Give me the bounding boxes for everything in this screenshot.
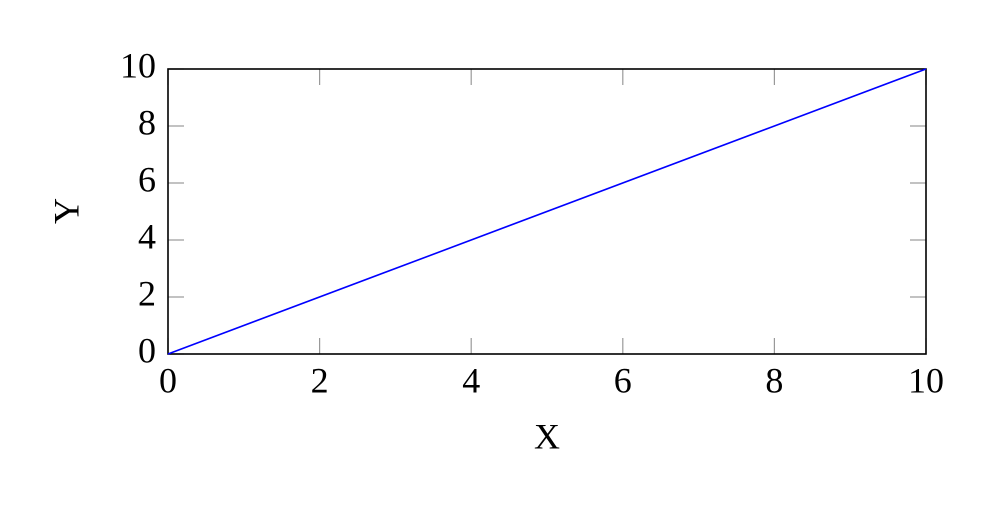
y-tick-label: 2	[138, 273, 156, 313]
x-axis-label: X	[534, 416, 560, 456]
plot-frame	[167, 68, 927, 355]
data-line	[167, 68, 927, 355]
y-tick-label: 8	[138, 102, 156, 142]
x-tick-label: 8	[765, 360, 783, 400]
x-tick-label: 2	[311, 360, 329, 400]
y-tick-label: 0	[138, 330, 156, 370]
x-tick-label: 4	[462, 360, 480, 400]
y-tick-label: 6	[138, 159, 156, 199]
y-tick-label: 4	[138, 216, 156, 256]
x-tick-label: 0	[159, 360, 177, 400]
x-tick-label: 10	[908, 360, 944, 400]
y-axis-label: Y	[46, 198, 86, 224]
y-tick-label: 10	[120, 45, 156, 85]
x-tick-label: 6	[614, 360, 632, 400]
